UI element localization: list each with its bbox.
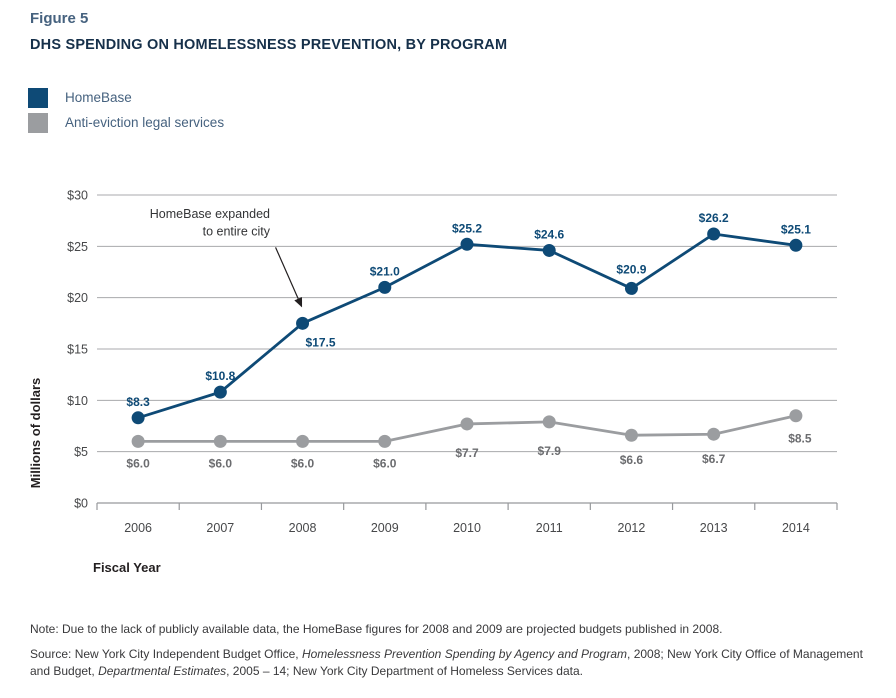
data-point [213,434,227,448]
data-label: $7.9 [538,444,562,458]
data-point [213,385,227,399]
data-label: $6.0 [209,456,233,470]
y-axis-tick-label: $15 [67,343,88,357]
data-label: $17.5 [306,335,336,349]
y-axis-tick-label: $25 [67,240,88,254]
data-label: $25.1 [781,222,811,236]
figure-number: Figure 5 [30,10,89,27]
data-label: $8.3 [126,395,150,409]
y-axis-tick-label: $10 [67,394,88,408]
x-axis-tick-label: 2012 [618,521,646,535]
data-point [378,434,392,448]
x-axis-tick-label: 2009 [371,521,399,535]
data-label: $10.8 [205,369,235,383]
x-axis-title: Fiscal Year [93,560,161,575]
data-label: $6.0 [291,456,315,470]
data-label: $6.7 [702,452,726,466]
data-label: $8.5 [788,432,812,446]
data-label: $21.0 [370,264,400,278]
data-point [378,280,392,294]
chart-note: Note: Due to the lack of publicly availa… [30,622,723,636]
legend-swatch-icon [28,87,48,108]
data-label: $25.2 [452,221,482,235]
x-axis-tick-label: 2006 [124,521,152,535]
data-point [296,434,310,448]
chart-legend: HomeBase Anti-eviction legal services [28,85,224,135]
data-label: $6.0 [373,456,397,470]
data-label: $6.6 [620,453,644,467]
y-axis-title: Millions of dollars [28,378,43,489]
data-point [789,409,803,423]
series-line-homebase [137,232,797,420]
y-axis-tick-label: $30 [67,189,88,203]
legend-item-anti-eviction-legal-services: Anti-eviction legal services [28,110,224,135]
data-label: $7.7 [455,446,479,460]
x-axis-tick-label: 2008 [289,521,317,535]
data-point [789,238,803,252]
legend-item-homebase: HomeBase [28,85,224,110]
y-axis-tick-label: $20 [67,291,88,305]
data-label: $24.6 [534,227,564,241]
annotation-text: HomeBase expanded [150,207,270,221]
x-axis-tick-label: 2013 [700,521,728,535]
data-label: $26.2 [699,211,729,225]
figure-title: DHS SPENDING ON HOMELESSNESS PREVENTION,… [30,37,508,53]
data-point [460,237,474,251]
legend-swatch-icon [28,112,48,133]
data-point [624,281,638,295]
data-point [131,411,145,425]
data-point [460,417,474,431]
data-point [542,415,556,429]
chart-source: Source: New York City Independent Budget… [30,647,863,678]
data-label: $6.0 [126,456,150,470]
data-point [542,243,556,257]
legend-label: Anti-eviction legal services [65,115,225,130]
x-axis-tick-label: 2010 [453,521,481,535]
data-point [624,428,638,442]
legend-label: HomeBase [65,90,132,105]
annotation-arrow [275,247,303,308]
x-axis-tick-label: 2014 [782,521,810,535]
data-point [707,227,721,241]
y-axis-tick-label: $0 [74,497,88,511]
x-axis-tick-label: 2011 [536,521,563,535]
y-axis-tick-label: $5 [74,445,88,459]
data-point [707,427,721,441]
data-point [131,434,145,448]
x-axis-tick-label: 2007 [206,521,234,535]
annotation-text: to entire city [203,225,271,239]
data-label: $20.9 [616,262,646,276]
data-point [296,316,310,330]
